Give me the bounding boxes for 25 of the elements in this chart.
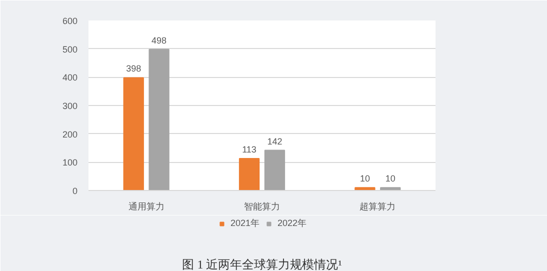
y-tick-label: 500 [62, 44, 78, 54]
x-tick-label: 智能算力 [244, 202, 280, 212]
bar [380, 187, 401, 190]
y-tick-label: 200 [62, 129, 78, 140]
data-label: 398 [126, 64, 142, 74]
data-label: 498 [152, 35, 167, 46]
bar [238, 158, 260, 190]
y-tick-label: 0 [72, 186, 78, 196]
bar [354, 187, 376, 190]
legend-label: 2022年 [278, 217, 307, 230]
bar [264, 150, 286, 190]
y-tick-label: 300 [62, 101, 78, 111]
data-label: 142 [267, 136, 282, 146]
bar [148, 48, 170, 190]
x-tick-label: 超算算力 [360, 202, 396, 212]
bar [123, 77, 144, 190]
data-label: 10 [385, 174, 396, 184]
y-tick-label: 600 [62, 16, 78, 26]
legend-label: 2021年 [230, 217, 260, 230]
y-tick-label: 400 [62, 72, 78, 83]
x-tick-label: 通用算力 [128, 202, 164, 212]
y-tick-label: 100 [62, 158, 78, 168]
data-label: 113 [242, 144, 256, 154]
caption: 图 1 近两年全球算力规模情况¹ [182, 258, 342, 271]
data-label: 10 [360, 174, 370, 184]
